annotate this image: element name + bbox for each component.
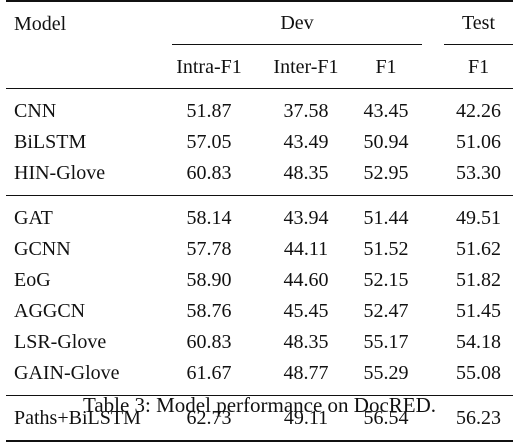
- intra-f1-value: 51.87: [156, 88, 262, 127]
- results-table: Model Dev Test Intra-F1 Inter-F1 F1 F1 C…: [6, 0, 514, 442]
- dev-f1-value: 50.94: [363, 131, 409, 153]
- test-f1-value: 51.62: [456, 238, 502, 260]
- test-f1-value: 49.51: [444, 195, 514, 234]
- table-row: GAT 58.14 43.94 51.44 49.51: [6, 195, 514, 234]
- intra-f1-value: 58.76: [186, 300, 232, 322]
- intra-f1-value: 58.90: [186, 269, 232, 291]
- test-f1-value: 51.82: [456, 269, 502, 291]
- inter-f1-value: 43.49: [283, 131, 329, 153]
- test-f1-value: 55.08: [456, 362, 502, 384]
- header-test-group: Test: [444, 0, 514, 46]
- model-name: EoG: [14, 269, 51, 291]
- column-gap: [422, 88, 445, 127]
- table-row: EoG 58.90 44.60 52.15 51.82: [6, 265, 513, 296]
- table-row: GAIN-Glove 61.67 48.77 55.29 55.08: [6, 358, 513, 396]
- header-model: Model: [6, 0, 156, 46]
- header-gap: [422, 0, 445, 46]
- inter-f1-value: 43.94: [262, 195, 350, 234]
- column-gap: [422, 296, 444, 327]
- dev-f1-value: 52.47: [363, 300, 409, 322]
- table-row: HIN-Glove 60.83 48.35 52.95 53.30: [6, 158, 513, 196]
- inter-f1-value: 48.77: [283, 362, 329, 384]
- column-gap: [422, 127, 444, 158]
- column-gap: [422, 265, 444, 296]
- dev-f1-value: 55.29: [363, 362, 409, 384]
- column-gap: [422, 234, 444, 265]
- model-name: GCNN: [14, 238, 71, 260]
- header-empty: [6, 46, 156, 89]
- dev-f1-value: 52.95: [363, 162, 409, 184]
- test-f1-value: 54.18: [456, 331, 502, 353]
- intra-f1-value: 60.83: [186, 331, 232, 353]
- test-f1-value: 42.26: [444, 88, 514, 127]
- dev-f1-value: 51.52: [363, 238, 409, 260]
- model-name: HIN-Glove: [14, 162, 106, 184]
- model-name: GAIN-Glove: [14, 362, 120, 384]
- intra-f1-value: 60.83: [186, 162, 232, 184]
- header-dev-label: Dev: [172, 3, 423, 45]
- header-intra-f1: Intra-F1: [176, 56, 242, 78]
- table-row: GCNN 57.78 44.11 51.52 51.62: [6, 234, 513, 265]
- inter-f1-value: 44.60: [283, 269, 329, 291]
- intra-f1-value: 57.05: [186, 131, 232, 153]
- dev-f1-value: 52.15: [363, 269, 409, 291]
- dev-f1-value: 43.45: [350, 88, 423, 127]
- model-name: LSR-Glove: [14, 331, 107, 353]
- test-f1-value: 51.06: [456, 131, 502, 153]
- inter-f1-value: 44.11: [283, 238, 329, 260]
- header-row-metrics: Intra-F1 Inter-F1 F1 F1: [6, 46, 513, 89]
- table-row: LSR-Glove 60.83 48.35 55.17 54.18: [6, 327, 513, 358]
- dev-f1-value: 55.17: [363, 331, 409, 353]
- model-name: AGGCN: [14, 300, 86, 322]
- column-gap: [422, 158, 444, 196]
- header-dev-f1: F1: [375, 56, 397, 78]
- column-gap: [422, 195, 445, 234]
- table-row: AGGCN 58.76 45.45 52.47 51.45: [6, 296, 513, 327]
- column-gap: [422, 358, 444, 396]
- test-f1-value: 53.30: [456, 162, 502, 184]
- column-gap: [422, 327, 444, 358]
- model-name: BiLSTM: [14, 131, 87, 153]
- header-row-groups: Model Dev Test: [6, 0, 514, 46]
- table-row: BiLSTM 57.05 43.49 50.94 51.06: [6, 127, 513, 158]
- inter-f1-value: 45.45: [283, 300, 329, 322]
- intra-f1-value: 61.67: [186, 362, 232, 384]
- dev-f1-value: 51.44: [350, 195, 423, 234]
- header-test-label: Test: [444, 3, 514, 45]
- intra-f1-value: 58.14: [156, 195, 262, 234]
- model-name: CNN: [6, 88, 156, 127]
- table-caption: Table 3: Model performance on DocRED.: [82, 393, 437, 417]
- inter-f1-value: 37.58: [262, 88, 350, 127]
- header-dev-group: Dev: [156, 0, 423, 46]
- header-test-f1: F1: [467, 56, 490, 78]
- inter-f1-value: 48.35: [283, 331, 329, 353]
- header-gap: [422, 46, 444, 89]
- header-inter-f1: Inter-F1: [273, 56, 339, 78]
- inter-f1-value: 48.35: [283, 162, 329, 184]
- table-body: CNN 51.87 37.58 43.45 42.26 BiLSTM 57.05 43.49 5…: [6, 88, 514, 442]
- test-f1-value: 51.45: [456, 300, 502, 322]
- table-row: CNN 51.87 37.58 43.45 42.26: [6, 88, 514, 127]
- intra-f1-value: 57.78: [186, 238, 232, 260]
- model-name: GAT: [6, 195, 156, 234]
